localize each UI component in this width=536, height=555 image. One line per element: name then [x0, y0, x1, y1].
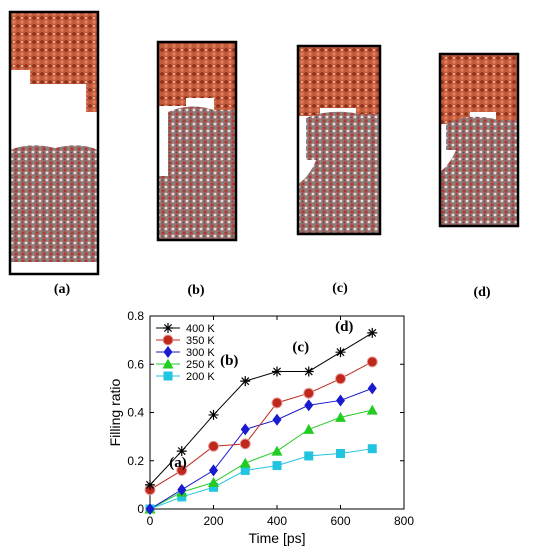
snapshot-b-frame: [156, 40, 238, 242]
snapshot-b-label: (b): [187, 283, 204, 298]
data-point-200-K: [240, 465, 250, 475]
axis-ticks: 0 200 400 600 800 0 0.2 0.4 0.6 0.8: [127, 309, 414, 528]
snapshot-a: (a): [8, 10, 100, 297]
y-tick-label: 0.6: [127, 357, 144, 371]
data-point-300-K: [177, 483, 187, 496]
x-tick-label: 400: [267, 514, 287, 528]
data-point-400-K: [367, 327, 378, 338]
snapshot-b-solid: [158, 42, 236, 112]
snapshot-a-frame: [8, 10, 100, 276]
legend-marker: [163, 346, 173, 358]
data-point-350-K: [176, 464, 188, 476]
snapshot-c-frame: [296, 44, 382, 236]
data-point-200-K: [209, 482, 218, 492]
data-point-350-K: [239, 438, 251, 450]
series-line-350-K: [149, 361, 373, 491]
data-point-350-K: [271, 397, 283, 409]
x-axis-title: Time [ps]: [248, 530, 305, 546]
legend-label: 250 K: [186, 359, 215, 371]
x-tick-label: 0: [147, 514, 154, 528]
data-point-250-K: [303, 423, 315, 434]
data-point-400-K: [176, 446, 187, 457]
data-point-300-K: [336, 394, 345, 407]
snapshot-d-solid: [440, 54, 518, 124]
y-axis-title: Filling ratio: [107, 378, 123, 446]
legend-marker: [163, 323, 173, 333]
series-line-400-K: [149, 332, 373, 486]
chart-annotations: (a) (b) (c) (d): [169, 319, 353, 471]
x-tick-label: 200: [203, 514, 223, 528]
series-line-250-K: [149, 409, 373, 510]
snapshot-d-droplet: [440, 116, 518, 226]
snapshot-a-droplet: [10, 145, 98, 262]
snapshot-b: (b): [156, 40, 238, 298]
data-point-400-K: [208, 409, 219, 420]
snapshot-c-solid: [298, 46, 380, 118]
x-tick-label: 600: [330, 514, 350, 528]
data-point-200-K: [336, 449, 345, 459]
data-point-400-K: [145, 479, 155, 490]
snapshot-d-label: (d): [473, 285, 490, 300]
data-point-250-K: [335, 411, 346, 422]
data-point-400-K: [240, 376, 251, 387]
series-lines: [149, 332, 373, 510]
data-point-250-K: [271, 445, 283, 456]
data-point-200-K: [367, 444, 377, 454]
data-point-200-K: [272, 461, 282, 471]
legend-label: 350 K: [186, 335, 215, 347]
data-point-250-K: [366, 404, 378, 415]
series-markers: [144, 327, 378, 515]
snapshot-d: (d): [438, 52, 520, 300]
y-tick-label: 0.4: [127, 406, 144, 420]
chart-annotation: (d): [335, 319, 353, 335]
snapshot-c-label: (c): [332, 281, 348, 296]
series-line-300-K: [149, 387, 373, 510]
data-point-300-K: [272, 413, 282, 426]
data-point-400-K: [303, 366, 314, 377]
data-point-300-K: [367, 382, 377, 395]
data-point-350-K: [366, 356, 378, 368]
data-point-300-K: [304, 399, 314, 412]
chart-annotation: (a): [169, 455, 187, 471]
legend-marker: [162, 334, 174, 346]
snapshot-d-frame: [438, 52, 520, 228]
series-line-200-K: [149, 448, 373, 510]
data-point-350-K: [335, 373, 346, 385]
y-tick-label: 0: [137, 502, 144, 516]
data-point-300-K: [240, 423, 250, 436]
legend-marker: [162, 358, 174, 369]
legend-label: 200 K: [186, 371, 215, 383]
legend-marker: [163, 371, 173, 381]
data-point-400-K: [272, 366, 282, 377]
data-point-400-K: [335, 347, 346, 358]
data-point-350-K: [303, 387, 315, 399]
chart-annotation: (c): [292, 339, 309, 355]
snapshot-c: (c): [296, 44, 382, 296]
x-tick-label: 800: [394, 514, 414, 528]
data-point-250-K: [239, 457, 251, 468]
snapshot-a-label: (a): [54, 282, 71, 297]
data-point-300-K: [209, 464, 218, 477]
legend-label: 300 K: [186, 347, 215, 359]
data-point-250-K: [208, 476, 219, 487]
data-point-300-K: [145, 503, 155, 515]
snapshot-c-droplet: [298, 111, 380, 234]
data-point-350-K: [208, 440, 219, 452]
chart-annotation: (b): [220, 353, 238, 369]
y-tick-label: 0.2: [127, 454, 144, 468]
snapshot-a-solid: [10, 12, 98, 112]
y-tick-label: 0.8: [127, 309, 144, 323]
snapshot-b-droplet: [158, 106, 236, 240]
legend-label: 400 K: [186, 323, 215, 335]
data-point-200-K: [177, 492, 187, 502]
data-point-200-K: [304, 451, 314, 461]
